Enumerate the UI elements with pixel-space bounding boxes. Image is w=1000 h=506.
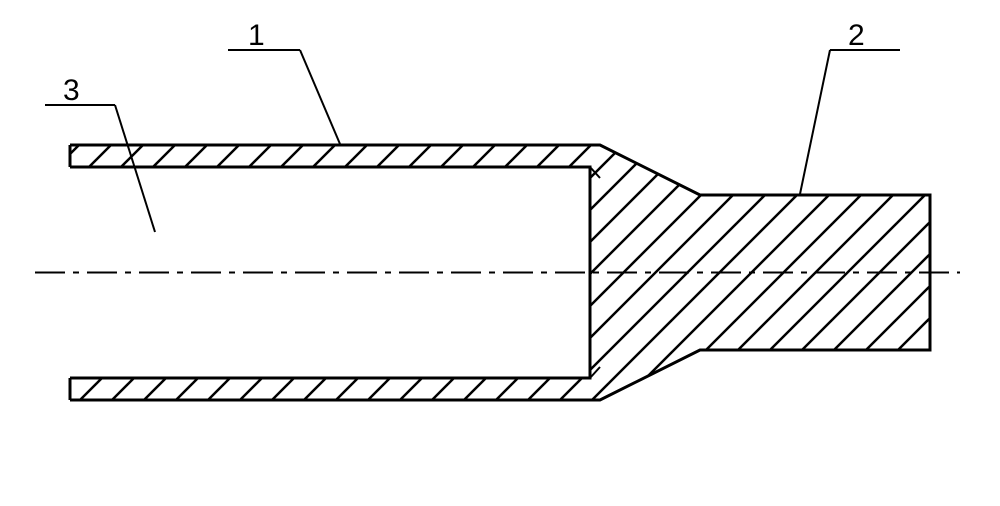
label-leader-2	[800, 50, 830, 194]
label-text-1: 1	[248, 19, 265, 52]
label-text-2: 2	[848, 19, 865, 52]
cross-section-diagram: 1 2 3	[0, 0, 1000, 506]
label-leader-1	[300, 50, 340, 144]
label-text-3: 3	[63, 74, 80, 107]
